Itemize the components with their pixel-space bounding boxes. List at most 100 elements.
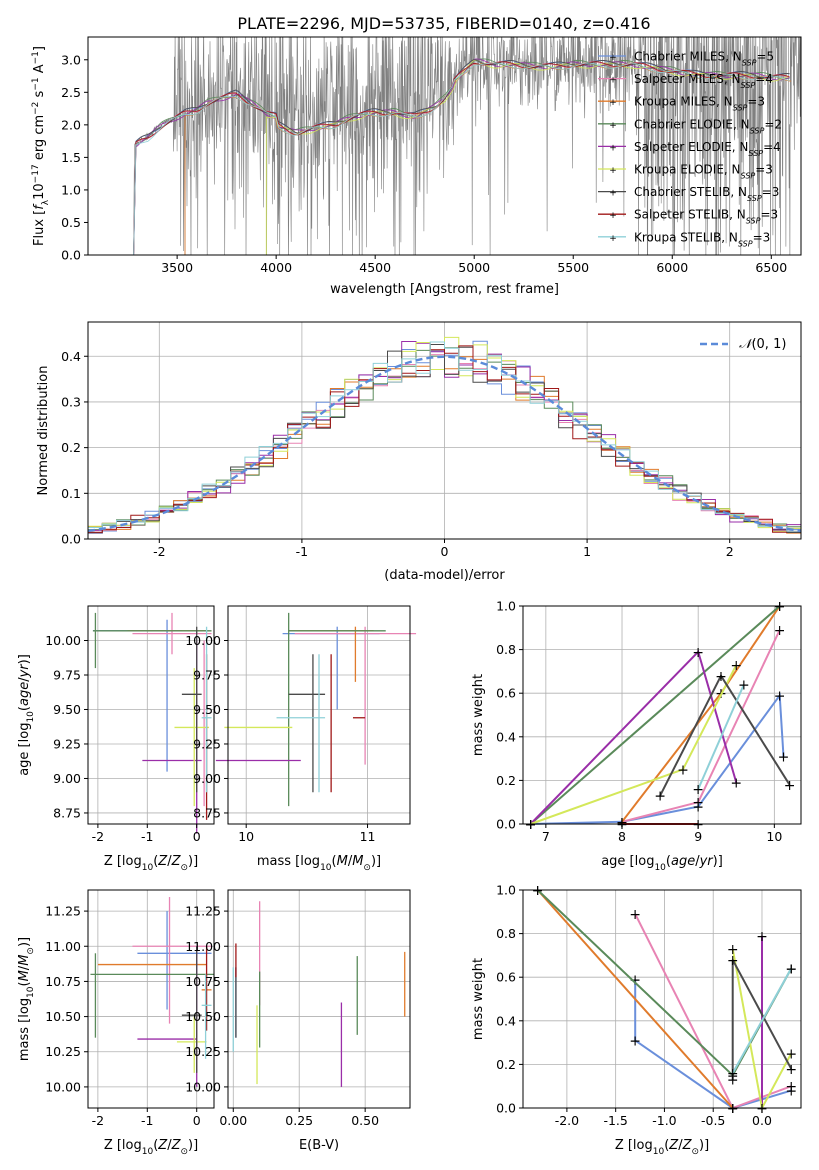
legend-marker: + bbox=[609, 121, 617, 131]
frame-spectrum: 3500 4000 4500 5000 5500 6000 6500 0.0 0.5 1.0 1.5… bbox=[61, 36, 802, 275]
data-point-marker: + bbox=[727, 1066, 739, 1082]
data-point-marker: + bbox=[692, 782, 704, 798]
y-tick-label: 0.2 bbox=[496, 773, 516, 788]
data-point-marker: + bbox=[774, 599, 786, 615]
y-axis-label: Normed distribution bbox=[36, 366, 51, 496]
data-point-marker: + bbox=[629, 972, 641, 988]
y-tick-label: 0.0 bbox=[496, 817, 516, 832]
weight-line-kroupa-elodie bbox=[530, 664, 738, 825]
x-tick-label: 10 bbox=[766, 829, 782, 844]
axes-mass-vs-z bbox=[88, 890, 214, 1108]
data-point-marker: + bbox=[756, 929, 768, 945]
spectrum-legend: + Chabrier MILES, NSSP=5 + Salpeter MILES, … bbox=[598, 50, 782, 248]
weight-line-kroupa-stelib bbox=[731, 968, 793, 1074]
y-tick-label: 10.50 bbox=[185, 1009, 221, 1024]
legend-marker: + bbox=[609, 143, 617, 153]
x-tick-label: 7 bbox=[542, 829, 550, 844]
data-point-marker: + bbox=[785, 1047, 797, 1063]
data-point-marker: + bbox=[616, 815, 628, 831]
x-tick-label: -1.0 bbox=[652, 1113, 676, 1128]
x-tick-label: 4500 bbox=[359, 260, 391, 275]
legend-entry: Chabrier STELIB, NSSP=3 bbox=[634, 185, 779, 203]
data-point-marker: + bbox=[525, 817, 537, 833]
y-tick-label: 9.00 bbox=[53, 771, 81, 786]
panels: 3500 4000 4500 5000 5500 6000 6500 0.0 0.5 1.0 1.5… bbox=[17, 36, 802, 1157]
data-point-marker: + bbox=[616, 815, 628, 831]
x-tick-label: 9 bbox=[694, 829, 702, 844]
y-tick-label: 0.6 bbox=[496, 686, 516, 701]
x-tick-label: -2 bbox=[153, 544, 165, 559]
data-point-marker: + bbox=[677, 763, 689, 779]
y-tick-label: 10.75 bbox=[45, 974, 81, 989]
x-tick-label: 4000 bbox=[260, 260, 292, 275]
spectrum-plot-area bbox=[133, 37, 801, 255]
plot-frame bbox=[522, 889, 802, 1109]
y-tick-label: 0.0 bbox=[61, 532, 81, 547]
legend-entry: Chabrier MILES, NSSP=5 bbox=[634, 50, 774, 68]
y-tick-label: 9.00 bbox=[193, 771, 221, 786]
normal-curve bbox=[88, 355, 801, 533]
y-axis-label: Flux [fλ10−17 erg cm−2 s−1 A−1] bbox=[31, 46, 51, 246]
x-tick-label: 5500 bbox=[557, 260, 589, 275]
x-axis-label: wavelength [Angstrom, rest frame] bbox=[330, 282, 559, 297]
spectrum-model-line-chabrier-stelib bbox=[133, 59, 790, 255]
plot-frame bbox=[87, 605, 215, 825]
y-tick-label: 2.0 bbox=[61, 117, 81, 132]
legend-marker: + bbox=[609, 234, 617, 244]
y-tick-label: 10.00 bbox=[45, 1079, 81, 1094]
data-point-marker: + bbox=[738, 677, 750, 693]
plot-frame bbox=[227, 889, 411, 1109]
legend-entry: 𝒩(0, 1) bbox=[739, 337, 786, 352]
y-tick-label: 8.75 bbox=[53, 805, 81, 820]
y-tick-label: 9.50 bbox=[53, 702, 81, 717]
data-point-marker: + bbox=[730, 658, 742, 674]
y-axis-label: mass [log10(M/M⊙)] bbox=[17, 937, 36, 1061]
data-point-marker: + bbox=[785, 961, 797, 977]
y-tick-label: 9.75 bbox=[53, 667, 81, 682]
plot-frame bbox=[87, 889, 215, 1109]
x-tick-label: 0.0 bbox=[752, 1113, 772, 1128]
data-point-marker: + bbox=[785, 1084, 797, 1100]
data-point-marker: + bbox=[525, 817, 537, 833]
y-tick-label: 10.00 bbox=[185, 633, 221, 648]
weight-line-kroupa-miles bbox=[536, 889, 734, 1109]
frame-age-vs-mass: 10 11 8.75 9.00 9.25 9.50 9.75 10.00 bbox=[185, 605, 411, 844]
x-tick-label: -1 bbox=[141, 829, 153, 844]
frame-residuals: -2 -1 0 1 2 0.0 0.1 0.2 0.3 0.4 bbox=[61, 321, 802, 559]
y-tick-label: 1.0 bbox=[496, 883, 516, 898]
x-tick-label: -1.5 bbox=[603, 1113, 627, 1128]
data-point-marker: + bbox=[654, 789, 666, 805]
weight-line-chabrier-elodie bbox=[529, 605, 781, 825]
y-tick-label: 10.00 bbox=[185, 1079, 221, 1094]
legend-marker: + bbox=[609, 211, 617, 221]
legend-entry: Chabrier ELODIE, NSSP=2 bbox=[634, 117, 782, 135]
y-tick-label: 0.4 bbox=[61, 349, 81, 364]
y-tick-label: 9.25 bbox=[53, 736, 81, 751]
weight-line-salpeter-miles bbox=[621, 629, 781, 823]
data-point-marker: + bbox=[785, 1079, 797, 1095]
y-tick-label: 1.0 bbox=[61, 182, 81, 197]
lines-weight-vs-age: + ++++++++++++++++++++++ +++ bbox=[525, 599, 796, 833]
spectrum-data-line bbox=[133, 37, 801, 255]
errorbars-mass-vs-ebv bbox=[232, 901, 406, 1087]
y-tick-label: 0.5 bbox=[61, 215, 81, 230]
y-tick-label: 0.2 bbox=[496, 1057, 516, 1072]
x-tick-label: 5000 bbox=[458, 260, 490, 275]
y-tick-label: 1.5 bbox=[61, 150, 81, 165]
y-tick-label: 10.50 bbox=[45, 1009, 81, 1024]
x-tick-label: 3500 bbox=[161, 260, 193, 275]
y-axis-label: age [log10(age/yr)] bbox=[17, 654, 36, 776]
y-tick-label: 3.0 bbox=[61, 52, 81, 67]
y-tick-label: 0.0 bbox=[496, 1101, 516, 1116]
y-tick-label: 0.8 bbox=[496, 926, 516, 941]
x-tick-label: 0.25 bbox=[285, 1113, 313, 1128]
legend-entry: Kroupa ELODIE, NSSP=3 bbox=[634, 163, 773, 181]
x-tick-label: -2 bbox=[92, 1113, 104, 1128]
frame-weight-vs-age: 7 8 9 10 0.0 0.2 0.4 0.6 0.8 1.0 bbox=[496, 599, 802, 844]
frame-mass-vs-z: -2 -1 0 10.00 10.25 10.50 10.75 11.00 11.25 bbox=[45, 889, 215, 1128]
x-tick-label: -0.5 bbox=[701, 1113, 725, 1128]
data-point-marker: + bbox=[774, 623, 786, 639]
x-tick-label: 6000 bbox=[656, 260, 688, 275]
x-tick-label: 0.50 bbox=[351, 1113, 379, 1128]
